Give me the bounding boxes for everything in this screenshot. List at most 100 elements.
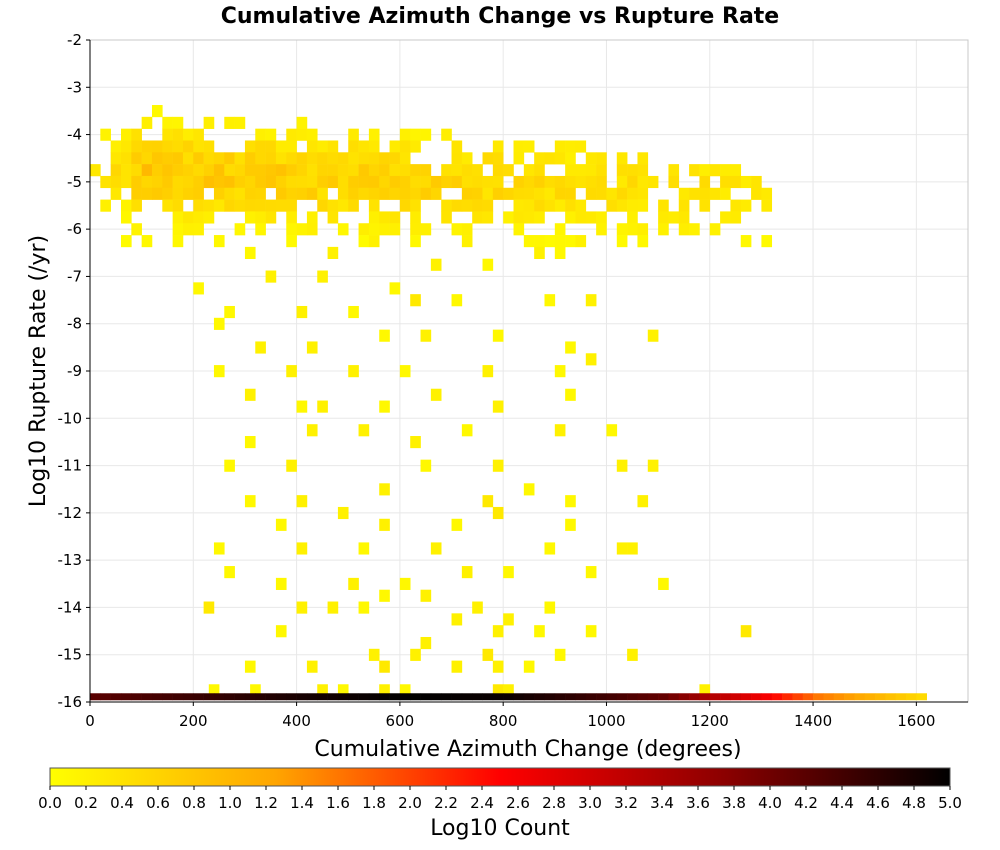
x-tick-label: 1000 bbox=[587, 712, 625, 730]
heatmap-cell bbox=[575, 199, 587, 212]
heatmap-cell bbox=[368, 211, 380, 224]
heatmap-cell bbox=[482, 175, 494, 189]
heatmap-cell bbox=[306, 211, 318, 224]
heatmap-cell bbox=[410, 187, 421, 200]
heatmap-cell bbox=[317, 152, 328, 165]
heatmap-cell bbox=[317, 400, 328, 413]
colorbar-tick-label: 0.8 bbox=[182, 794, 206, 812]
heatmap-cell bbox=[699, 684, 711, 697]
heatmap-cell bbox=[172, 152, 184, 165]
heatmap-cell bbox=[193, 199, 204, 212]
heatmap-cell bbox=[616, 164, 628, 177]
heatmap-cell bbox=[523, 211, 535, 224]
heatmap-cell bbox=[430, 542, 442, 555]
heatmap-cell bbox=[203, 164, 215, 177]
heatmap-cell bbox=[544, 693, 556, 701]
heatmap-cell bbox=[410, 648, 421, 661]
heatmap-cell bbox=[410, 693, 421, 701]
heatmap-cell bbox=[286, 459, 297, 472]
heatmap-cell bbox=[368, 175, 380, 189]
heatmap-cell bbox=[306, 164, 318, 177]
heatmap-cell bbox=[317, 684, 328, 697]
heatmap-cell bbox=[120, 211, 132, 224]
heatmap-cell bbox=[234, 187, 246, 200]
heatmap-cell bbox=[472, 187, 483, 200]
heatmap-cell bbox=[203, 199, 215, 212]
heatmap-cell bbox=[441, 199, 452, 212]
heatmap-cell bbox=[213, 317, 225, 330]
heatmap-cell bbox=[358, 235, 370, 248]
heatmap-cell bbox=[740, 175, 752, 189]
heatmap-cell bbox=[761, 693, 773, 701]
heatmap-cell bbox=[730, 693, 742, 701]
heatmap-cell bbox=[389, 223, 401, 236]
colorbar-tick-label: 4.6 bbox=[866, 794, 890, 812]
heatmap-cell bbox=[544, 294, 556, 307]
heatmap-cell bbox=[441, 175, 452, 189]
heatmap-cell bbox=[565, 495, 576, 508]
heatmap-cell bbox=[451, 660, 463, 673]
heatmap-cell bbox=[751, 187, 762, 200]
heatmap-cell bbox=[410, 199, 421, 212]
heatmap-cell bbox=[306, 660, 318, 673]
heatmap-cell bbox=[420, 589, 432, 602]
heatmap-cell bbox=[203, 693, 215, 701]
heatmap-cell bbox=[286, 693, 297, 701]
heatmap-cell bbox=[482, 199, 494, 212]
heatmap-cell bbox=[234, 164, 246, 177]
heatmap-cell bbox=[368, 648, 380, 661]
heatmap-cell bbox=[627, 223, 638, 236]
heatmap-cell bbox=[658, 693, 669, 701]
heatmap-cell bbox=[296, 128, 308, 141]
heatmap-cell bbox=[565, 518, 576, 531]
heatmap-cell bbox=[523, 660, 535, 673]
y-tick-label: -10 bbox=[58, 409, 83, 427]
heatmap-cell bbox=[348, 128, 359, 141]
heatmap-cell bbox=[327, 140, 339, 153]
heatmap-cell bbox=[627, 542, 638, 555]
heatmap-cell bbox=[565, 341, 576, 354]
chart-title: Cumulative Azimuth Change vs Rupture Rat… bbox=[221, 4, 779, 29]
heatmap-cell bbox=[379, 589, 390, 602]
heatmap-cell bbox=[327, 199, 339, 212]
heatmap-cell bbox=[554, 199, 566, 212]
heatmap-cell bbox=[306, 187, 318, 200]
heatmap-cell bbox=[244, 436, 256, 449]
heatmap-cell bbox=[265, 693, 277, 701]
heatmap-cell bbox=[244, 164, 256, 177]
y-tick-label: -13 bbox=[58, 551, 83, 569]
heatmap-cell bbox=[523, 164, 535, 177]
heatmap-cell bbox=[782, 693, 793, 701]
heatmap-cell bbox=[379, 660, 390, 673]
heatmap-cell bbox=[430, 258, 442, 271]
heatmap-cell bbox=[389, 175, 401, 189]
heatmap-cell bbox=[503, 613, 514, 626]
heatmap-cell bbox=[833, 693, 845, 701]
heatmap-cell bbox=[410, 223, 421, 236]
heatmap-cell bbox=[203, 140, 215, 153]
heatmap-cell bbox=[451, 140, 463, 153]
heatmap-cell bbox=[203, 601, 215, 614]
heatmap-cell bbox=[461, 199, 473, 212]
heatmap-cell bbox=[327, 152, 339, 165]
heatmap-cell bbox=[554, 365, 566, 378]
colorbar-tick-label: 2.4 bbox=[470, 794, 494, 812]
heatmap-cell bbox=[410, 164, 421, 177]
heatmap-cell bbox=[616, 542, 628, 555]
heatmap-cell bbox=[482, 187, 494, 200]
heatmap-cell bbox=[379, 483, 390, 496]
heatmap-cell bbox=[596, 175, 607, 189]
heatmap-cell bbox=[875, 693, 886, 701]
heatmap-cell bbox=[451, 294, 463, 307]
heatmap-cell bbox=[430, 693, 442, 701]
heatmap-cell bbox=[389, 693, 401, 701]
heatmap-cell bbox=[430, 388, 442, 401]
heatmap-cell bbox=[286, 164, 297, 177]
heatmap-cell bbox=[596, 152, 607, 165]
heatmap-cell bbox=[203, 211, 215, 224]
heatmap-cell bbox=[110, 187, 122, 200]
heatmap-cell bbox=[389, 140, 401, 153]
heatmap-cell bbox=[482, 211, 494, 224]
heatmap-cell bbox=[544, 235, 556, 248]
y-tick-label: -7 bbox=[67, 267, 82, 285]
